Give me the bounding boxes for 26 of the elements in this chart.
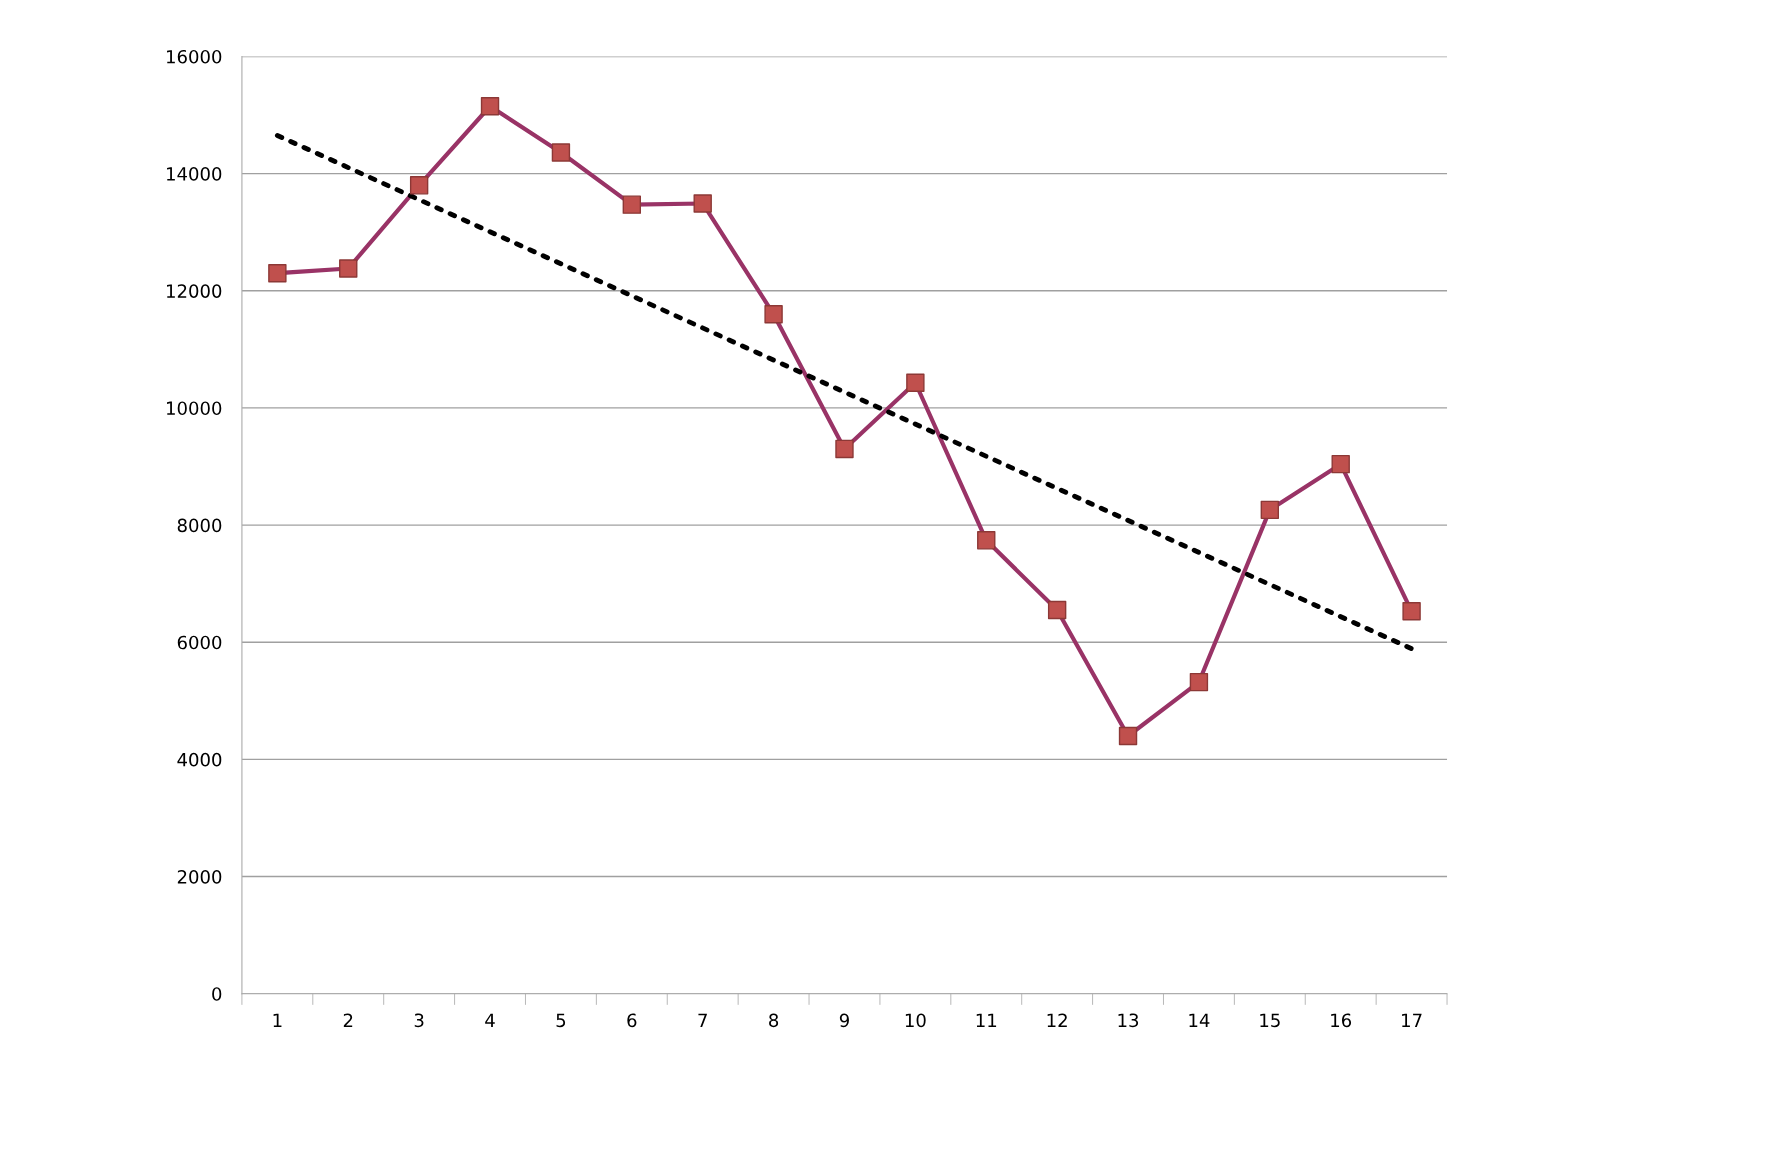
x-tick-label: 6 [627,1013,637,1028]
y-tick-label: 4000 [177,752,222,767]
y-tick-label: 10000 [167,401,222,416]
x-tick-label: 11 [976,1013,997,1027]
y-tick-label: 6000 [177,635,222,650]
x-tick-label: 15 [1260,1013,1280,1028]
y-tick-label: 16000 [167,49,222,64]
x-tick-label: 3 [414,1013,424,1028]
y-tick-label: 8000 [177,518,222,533]
x-tick-label: 2 [343,1013,353,1027]
x-tick-label: 7 [698,1013,707,1027]
x-tick-label: 5 [556,1013,566,1028]
x-tick-label: 16 [1331,1013,1352,1028]
y-tick-label: 0 [212,987,222,1001]
y-tick-label: 14000 [167,167,222,181]
x-tick-label: 9 [839,1013,849,1028]
x-tick-label: 8 [769,1013,779,1028]
x-tick-label: 10 [905,1013,926,1028]
x-tick-label: 1 [273,1013,282,1027]
x-tick-label: 13 [1118,1013,1139,1028]
x-tick-label: 14 [1189,1013,1210,1027]
y-tick-label: 2000 [177,870,222,884]
x-tick-label: 12 [1047,1013,1067,1027]
x-tick-label: 4 [485,1013,495,1027]
y-tick-label: 12000 [167,284,222,298]
x-tick-label: 17 [1402,1013,1422,1027]
